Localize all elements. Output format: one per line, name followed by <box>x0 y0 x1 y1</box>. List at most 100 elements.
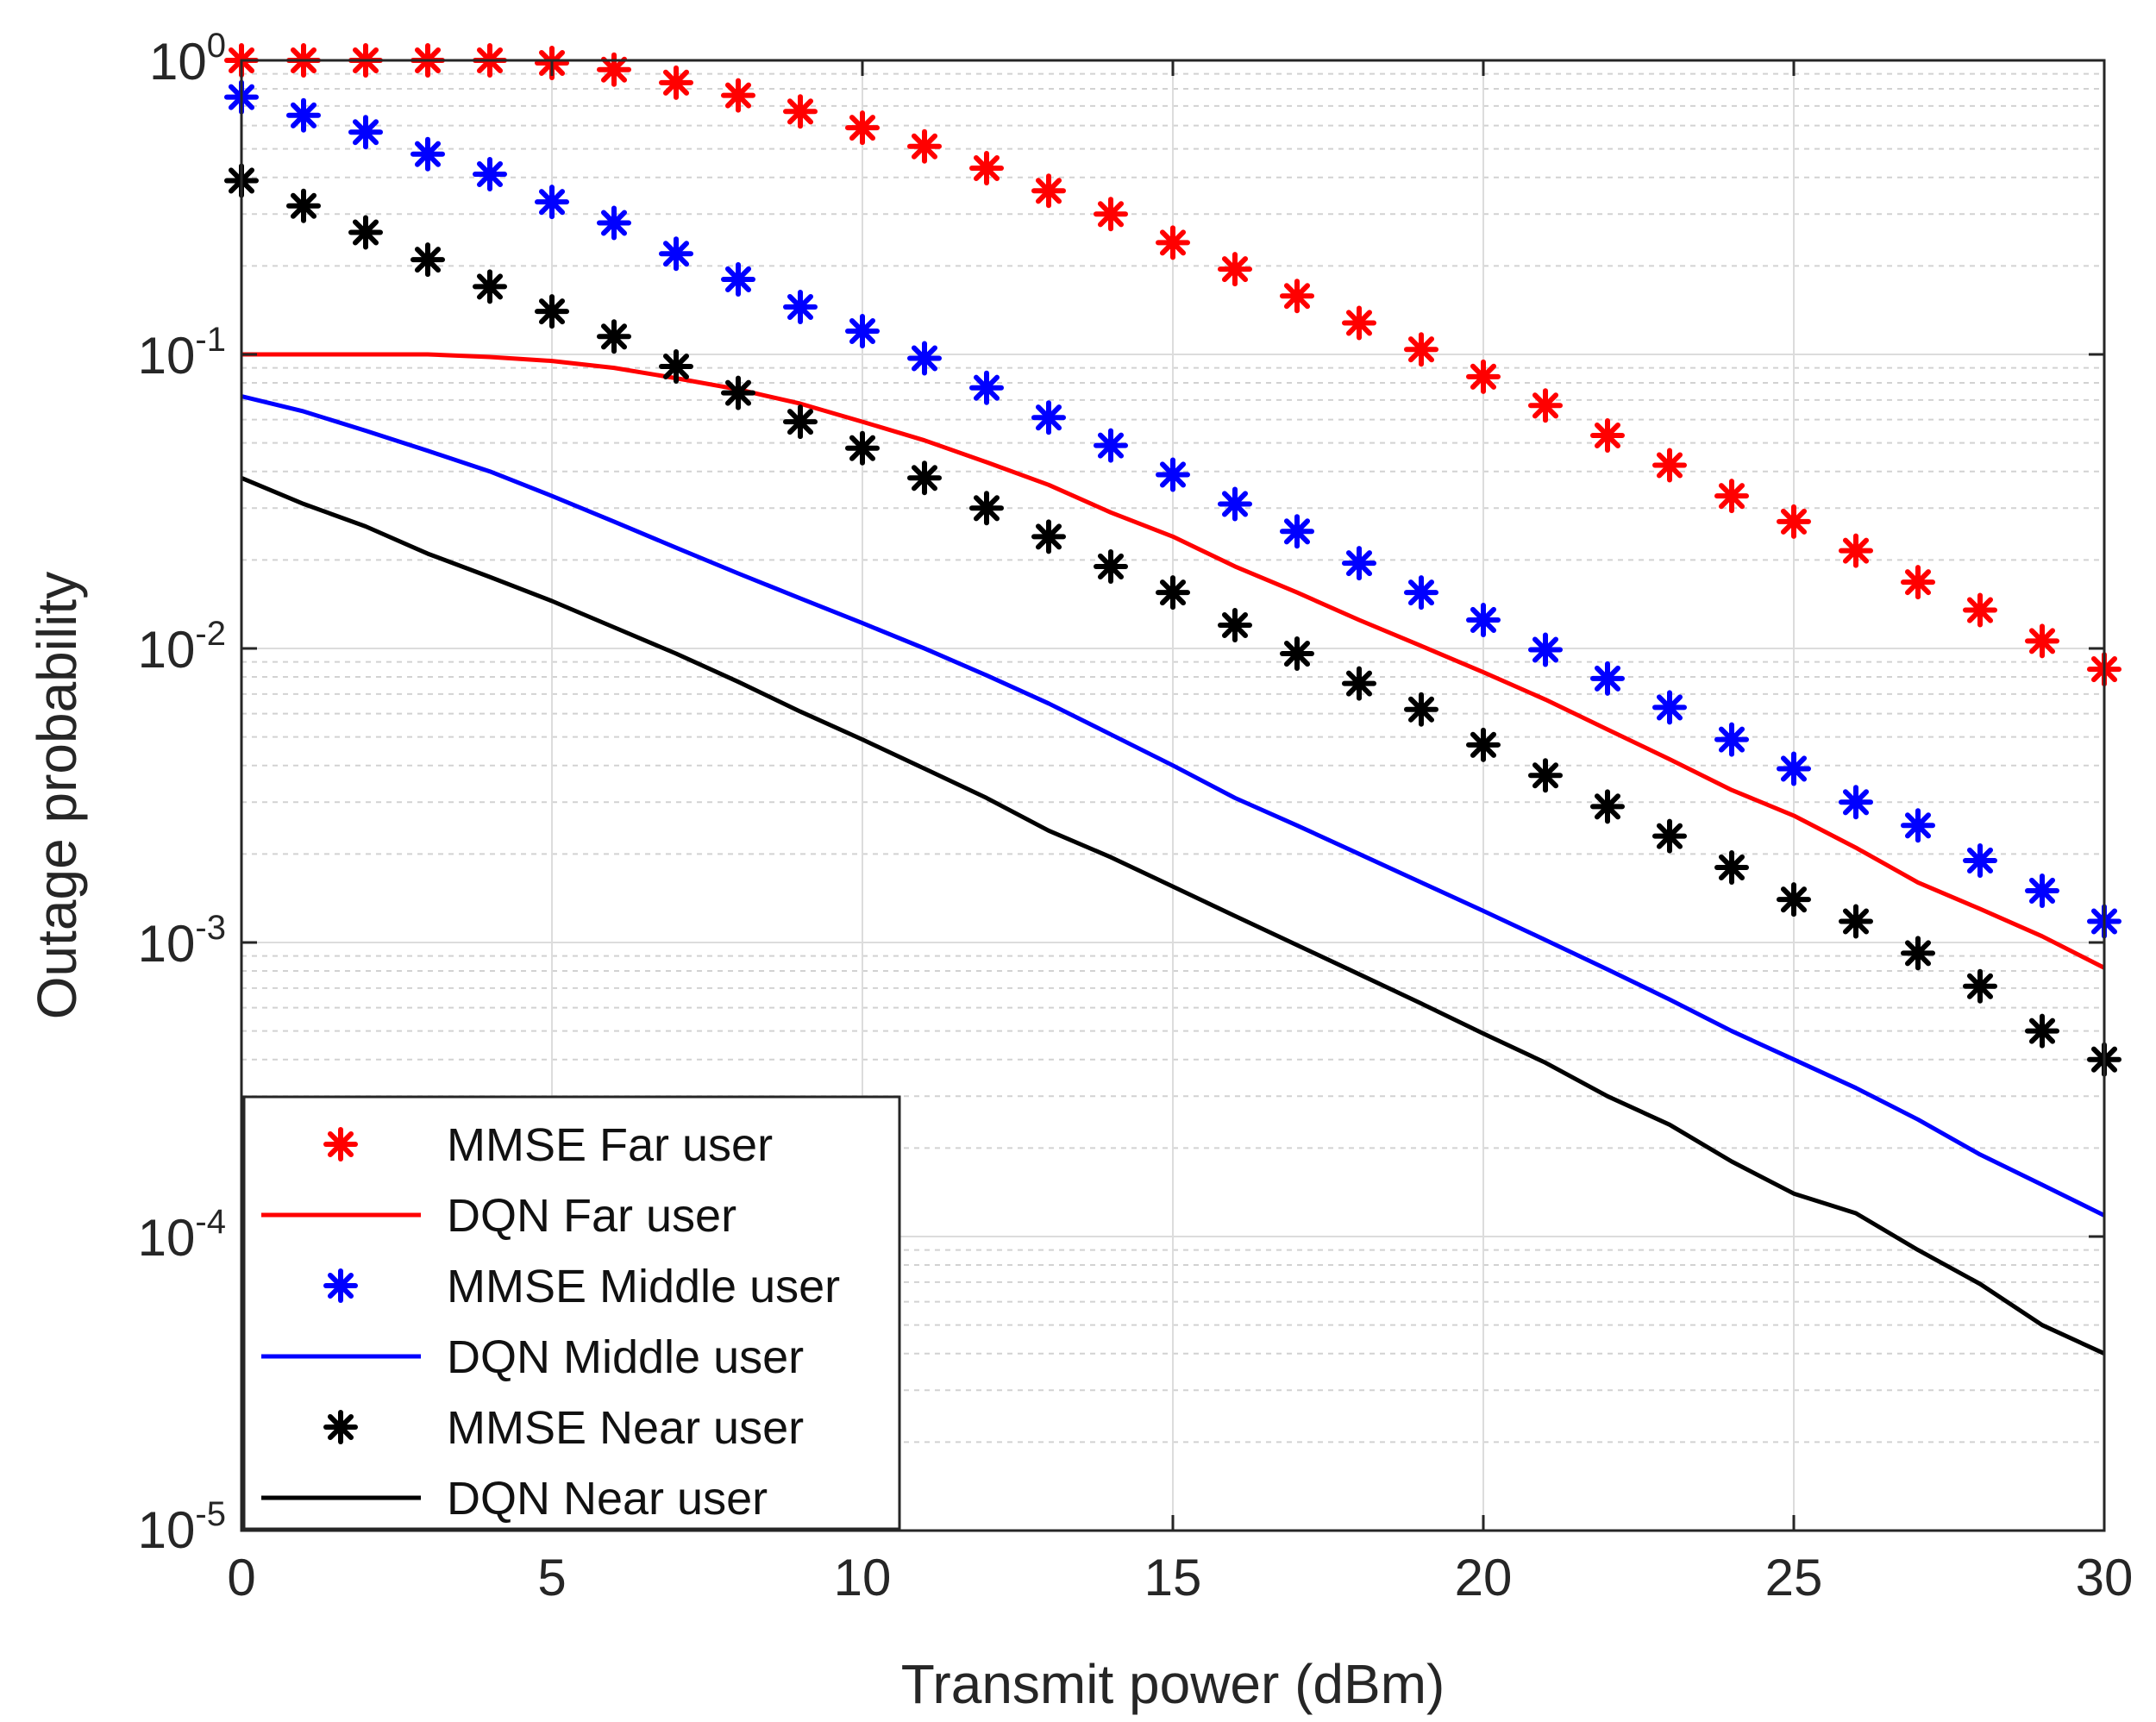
data-point <box>1342 305 1376 341</box>
data-point <box>1777 882 1811 917</box>
data-point <box>597 319 631 354</box>
data-point <box>2025 623 2059 659</box>
y-tick-label: 10-1 <box>138 321 226 385</box>
data-point <box>1528 388 1563 423</box>
series-line-1 <box>241 352 2106 970</box>
data-point <box>721 261 755 297</box>
legend-marker-swatch <box>323 1410 358 1444</box>
data-point <box>1031 519 1066 554</box>
data-point <box>1777 504 1811 539</box>
asterisk-stroke <box>1345 310 1373 336</box>
data-point <box>783 289 818 324</box>
data-point <box>1963 968 1997 1004</box>
data-point <box>1280 514 1314 549</box>
data-point <box>721 375 755 410</box>
asterisk-stroke <box>476 161 504 188</box>
asterisk-stroke <box>662 241 690 267</box>
asterisk-stroke <box>1656 823 1683 849</box>
asterisk-stroke <box>1842 908 1870 935</box>
asterisk-stroke <box>1904 569 1932 596</box>
x-tick-label: 30 <box>2076 1549 2134 1606</box>
data-point <box>1714 849 1749 885</box>
data-point <box>473 269 507 304</box>
y-tick-label: 10-2 <box>138 615 226 679</box>
asterisk-stroke <box>1097 553 1125 579</box>
asterisk-stroke <box>1904 812 1932 839</box>
y-tick-exponent: -4 <box>195 1203 226 1241</box>
data-point <box>1404 332 1438 367</box>
asterisk-stroke <box>911 345 938 372</box>
asterisk-stroke <box>662 353 690 379</box>
asterisk-stroke <box>1904 940 1932 967</box>
data-point <box>597 205 631 241</box>
y-tick-label: 10-3 <box>138 909 226 973</box>
asterisk-stroke <box>1594 665 1621 692</box>
data-point <box>1156 225 1190 260</box>
data-point <box>845 313 880 348</box>
data-point <box>411 242 445 278</box>
legend: MMSE Far user DQN Far user MMSE Middle use… <box>242 1095 901 1531</box>
asterisk-stroke <box>1407 696 1435 723</box>
asterisk-stroke <box>1966 847 1994 874</box>
data-point <box>1901 565 1935 600</box>
asterisk-stroke <box>1842 789 1870 816</box>
data-point <box>1901 808 1935 843</box>
data-point <box>1901 936 1935 971</box>
asterisk-stroke <box>724 82 752 109</box>
asterisk-stroke <box>352 119 379 146</box>
data-point <box>1094 548 1128 584</box>
data-point <box>1839 904 1873 939</box>
data-point <box>1031 400 1066 435</box>
asterisk-stroke <box>1221 491 1249 517</box>
asterisk-stroke <box>973 374 1000 401</box>
asterisk-stroke <box>1842 537 1870 564</box>
data-point <box>1156 457 1190 492</box>
asterisk-stroke <box>1780 755 1808 782</box>
data-point <box>1963 592 1997 628</box>
data-point <box>1094 197 1128 232</box>
asterisk-stroke <box>1159 229 1187 256</box>
asterisk-stroke <box>290 102 317 128</box>
legend-box <box>242 1095 901 1531</box>
asterisk-stroke <box>849 115 876 141</box>
data-point <box>1839 785 1873 820</box>
asterisk-stroke <box>1594 793 1621 820</box>
asterisk-stroke <box>1407 579 1435 606</box>
legend-marker-swatch <box>323 1127 358 1162</box>
y-tick-label: 10-4 <box>138 1203 226 1267</box>
asterisk-stroke <box>973 154 1000 182</box>
asterisk-stroke <box>1345 550 1373 577</box>
asterisk-stroke <box>327 1413 354 1441</box>
asterisk-stroke <box>2028 1018 2056 1044</box>
data-point <box>783 404 818 440</box>
data-point <box>1590 661 1625 696</box>
asterisk-stroke <box>1966 973 1994 999</box>
asterisk-stroke <box>2028 877 2056 904</box>
data-point <box>1652 818 1687 854</box>
asterisk-stroke <box>2028 628 2056 654</box>
asterisk-stroke <box>476 273 504 300</box>
data-point <box>1963 842 1997 878</box>
data-point <box>1528 758 1563 793</box>
legend-label: DQN Far user <box>447 1190 736 1242</box>
asterisk-stroke <box>911 465 938 492</box>
legend-item: DQN Far user <box>261 1190 736 1242</box>
legend-label: MMSE Near user <box>447 1402 804 1454</box>
asterisk-stroke <box>849 317 876 345</box>
asterisk-stroke <box>1470 731 1497 758</box>
legend-label: DQN Near user <box>447 1473 768 1525</box>
series-markers-layer <box>224 43 2122 1077</box>
data-point <box>659 348 693 384</box>
data-point <box>907 341 942 376</box>
data-point <box>2025 873 2059 908</box>
asterisk-stroke <box>1283 518 1311 545</box>
data-point <box>1590 789 1625 824</box>
data-point <box>1466 602 1501 637</box>
data-point <box>1777 751 1811 786</box>
data-point <box>1218 252 1252 287</box>
asterisk-stroke <box>787 98 814 125</box>
data-point <box>1839 533 1873 568</box>
y-tick-label: 10-5 <box>138 1495 226 1559</box>
data-point <box>286 188 321 223</box>
